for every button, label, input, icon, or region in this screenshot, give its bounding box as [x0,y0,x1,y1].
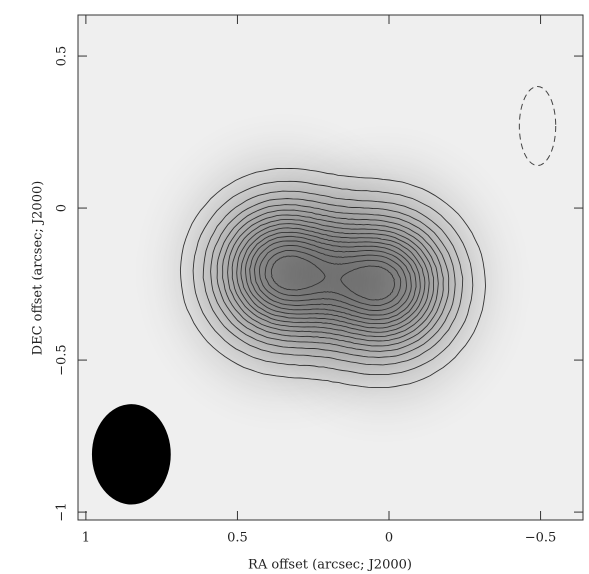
contour [264,250,402,306]
y-tick-label: −0.5 [55,344,70,376]
x-tick-label: 0.5 [227,531,248,546]
contour [236,223,430,333]
contour [192,180,474,376]
contours [91,85,557,505]
y-tick-label: 0.5 [55,46,70,67]
contour [245,231,421,325]
y-tick-label: −1 [55,503,70,522]
contour [254,240,412,316]
plot-frame [77,14,584,521]
y-axis-label: DEC offset (arcsec; J2000) [31,181,46,356]
contour [179,167,486,389]
contour [210,198,456,358]
x-axis-label: RA offset (arcsec; J2000) [248,558,412,573]
x-tick-label: −0.5 [525,531,557,546]
negative-contour [518,85,557,166]
contour [270,255,395,301]
contour [231,218,435,338]
contour [240,227,426,329]
beam [91,404,171,505]
contour [227,214,439,342]
contour [222,209,444,347]
contour [258,245,407,311]
emission [272,160,494,408]
image [172,148,494,408]
y-tick-label: 0 [55,204,70,212]
contour [202,190,464,366]
x-tick-label: 1 [82,531,90,546]
x-tick-label: 0 [385,531,393,546]
contour [249,235,417,321]
contour [216,204,450,352]
